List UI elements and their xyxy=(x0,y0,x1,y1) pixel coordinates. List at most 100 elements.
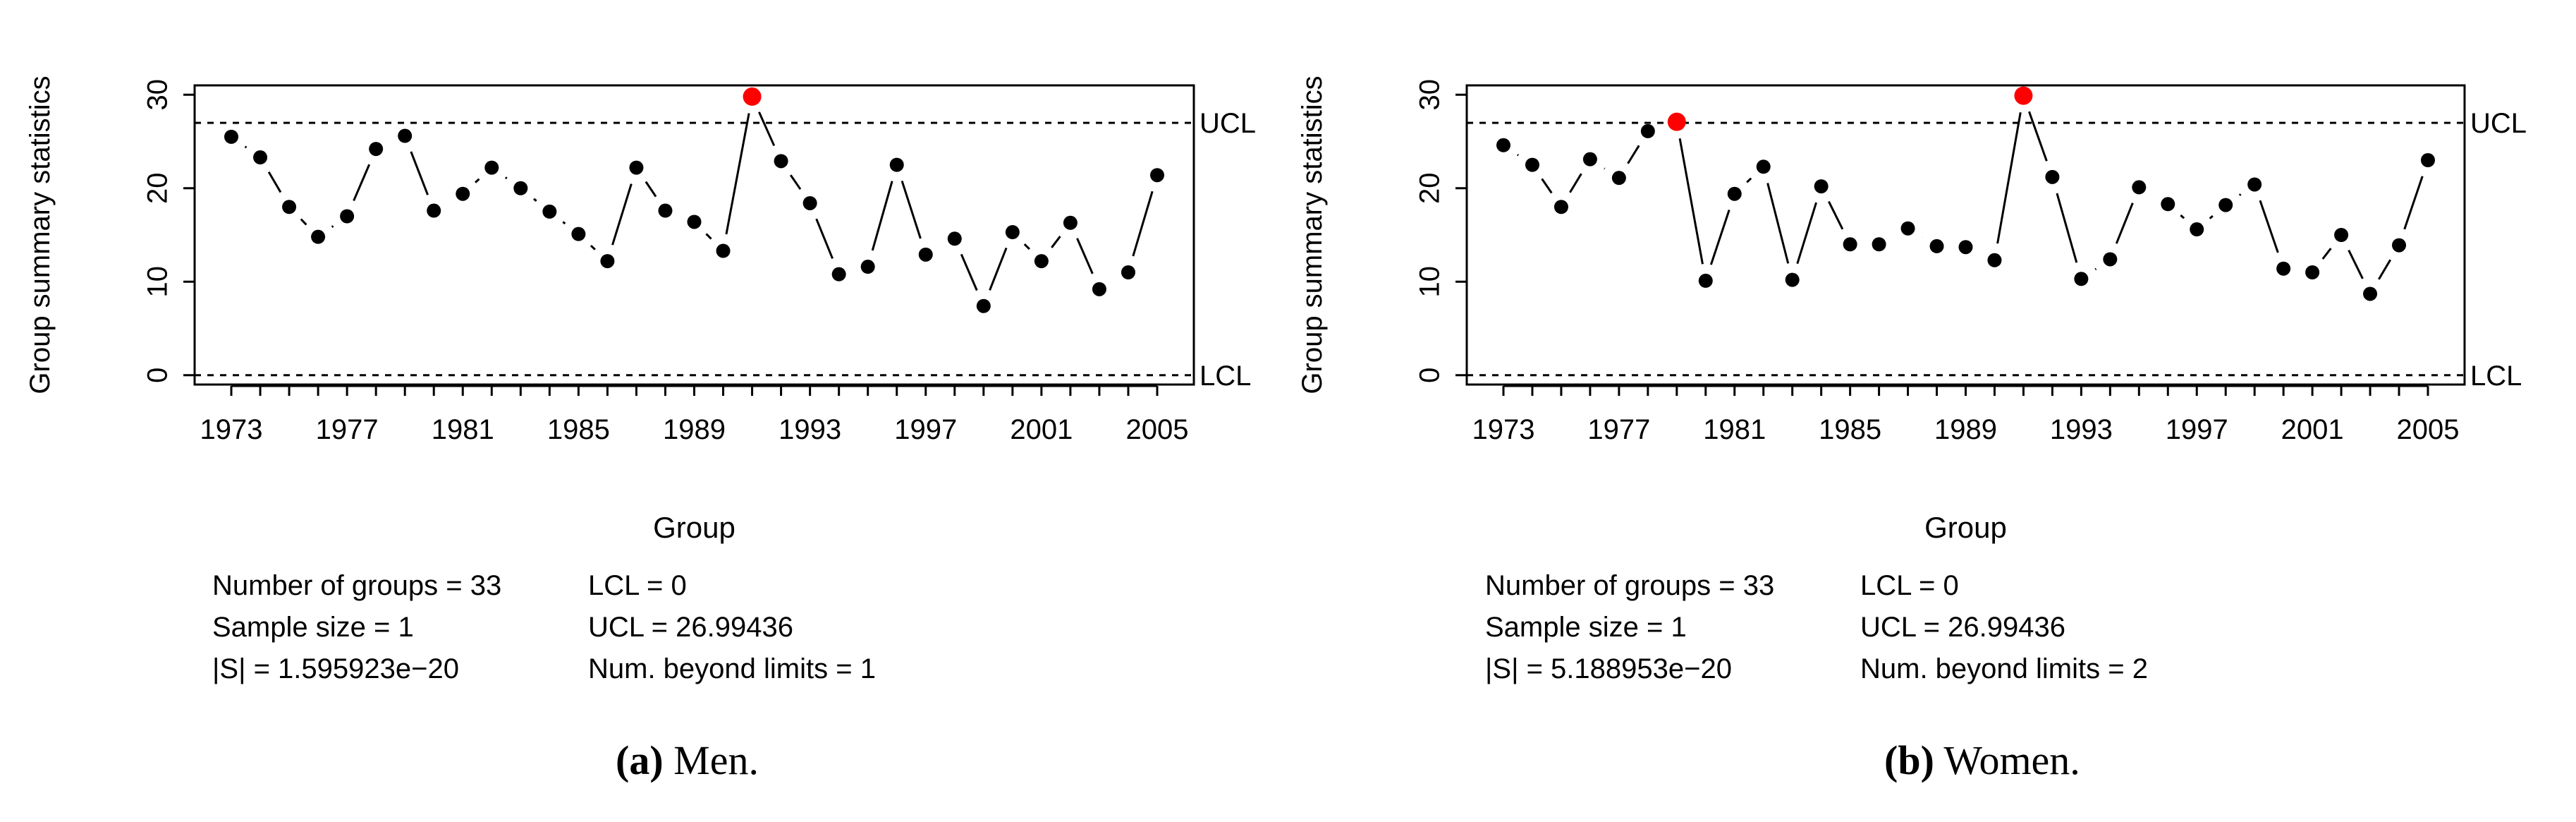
data-point xyxy=(398,128,413,143)
x-tick-label: 2005 xyxy=(2397,414,2460,445)
series-segment xyxy=(1569,173,1582,193)
series-segment xyxy=(2180,214,2185,219)
series-segment xyxy=(1132,191,1154,257)
data-point xyxy=(1872,237,1886,252)
series-segment xyxy=(2115,203,2134,244)
series-segment xyxy=(562,221,566,225)
x-axis-title: Group xyxy=(1924,511,2007,544)
data-point xyxy=(1005,225,1020,240)
series-segment xyxy=(705,233,712,240)
stat-groups: Number of groups = 33 xyxy=(212,570,501,601)
x-tick-label: 1977 xyxy=(316,414,379,445)
caption-letter: (a) xyxy=(616,737,664,783)
data-point xyxy=(1553,200,1568,214)
data-point xyxy=(513,181,528,195)
series-segment xyxy=(2321,248,2332,260)
data-point-beyond-limits xyxy=(743,87,762,106)
stat-sample-size: Sample size = 1 xyxy=(1485,612,1687,643)
data-point xyxy=(860,260,875,274)
x-tick-label: 2001 xyxy=(1010,414,1073,445)
stat-s-det: |S| = 1.595923e−20 xyxy=(212,653,459,684)
data-point xyxy=(571,226,586,241)
x-axis-title: Group xyxy=(653,511,735,544)
series-segment xyxy=(410,151,429,195)
x-tick-label: 1993 xyxy=(779,414,841,445)
x-tick-label: 1985 xyxy=(1819,414,1881,445)
data-point xyxy=(1929,238,1944,253)
series-segment xyxy=(725,113,750,235)
data-point xyxy=(1034,254,1049,269)
data-point xyxy=(542,204,557,219)
series-segment xyxy=(1023,243,1030,250)
data-point xyxy=(2074,272,2089,286)
x-tick-label: 1989 xyxy=(1934,414,1997,445)
caption-text: Men. xyxy=(664,737,759,783)
data-point xyxy=(2045,169,2060,184)
y-axis-title: Group summary statistics xyxy=(25,75,56,394)
data-point xyxy=(831,267,846,282)
series-segment xyxy=(2238,193,2242,196)
y-tick-label: 30 xyxy=(1415,79,1446,111)
series-segment xyxy=(504,176,508,180)
x-tick-label: 1985 xyxy=(547,414,610,445)
data-point xyxy=(1121,265,1135,279)
data-point xyxy=(1958,240,1973,255)
data-point xyxy=(1582,152,1597,167)
data-point xyxy=(1611,171,1626,186)
series-segment xyxy=(590,244,596,250)
series-segment xyxy=(1996,111,2022,244)
data-point xyxy=(918,247,933,262)
caption-text: Women. xyxy=(1934,737,2080,783)
stat-s-det: |S| = 5.188953e−20 xyxy=(1485,653,1732,684)
x-tick-label: 2001 xyxy=(2281,414,2344,445)
x-tick-label: 2005 xyxy=(1126,414,1189,445)
series-segment xyxy=(1746,177,1752,183)
data-point xyxy=(889,157,904,172)
series-segment xyxy=(758,111,776,147)
series-segment xyxy=(1709,210,1730,265)
lcl-label: LCL xyxy=(2470,361,2522,392)
data-point xyxy=(1063,215,1078,230)
data-point xyxy=(2392,238,2407,253)
data-point xyxy=(2247,177,2262,192)
data-point xyxy=(2276,261,2291,276)
caption: (b) Women. xyxy=(1884,737,2080,783)
series-segment xyxy=(267,171,282,193)
data-point xyxy=(484,160,499,175)
series-segment xyxy=(300,218,307,226)
data-point xyxy=(2103,252,2118,267)
series-segment xyxy=(1076,238,1094,274)
data-point xyxy=(2421,153,2435,167)
data-point xyxy=(311,229,326,244)
data-point xyxy=(224,129,238,144)
data-point xyxy=(976,298,991,313)
caption-letter: (b) xyxy=(1884,737,1934,783)
stat-lcl: LCL = 0 xyxy=(1860,570,1959,601)
series-segment xyxy=(901,181,922,239)
y-tick-label: 0 xyxy=(142,368,173,383)
series-segment xyxy=(2259,200,2279,253)
ucl-label: UCL xyxy=(1200,108,1256,139)
data-point xyxy=(2363,286,2378,301)
stat-ucl: UCL = 26.99436 xyxy=(588,612,793,643)
series-segment xyxy=(475,178,480,183)
series-segment xyxy=(2094,267,2097,271)
data-point xyxy=(1496,138,1510,152)
series-segment xyxy=(2028,111,2048,162)
data-point xyxy=(456,186,470,201)
data-point xyxy=(2305,265,2320,279)
x-tick-label: 1997 xyxy=(2166,414,2228,445)
data-point xyxy=(282,200,297,214)
data-point xyxy=(2190,222,2204,237)
series-segment xyxy=(815,218,834,259)
data-point xyxy=(600,254,615,269)
data-point xyxy=(687,214,702,229)
series-segment xyxy=(871,181,893,251)
y-tick-label: 10 xyxy=(1415,266,1446,298)
data-point xyxy=(1727,186,1742,201)
data-point xyxy=(716,243,731,258)
x-tick-label: 1981 xyxy=(432,414,494,445)
data-point xyxy=(1092,282,1106,296)
chart-panel-b: UCL LCL 0 10 20 30 Group summary statistics 197… xyxy=(1297,75,2527,783)
